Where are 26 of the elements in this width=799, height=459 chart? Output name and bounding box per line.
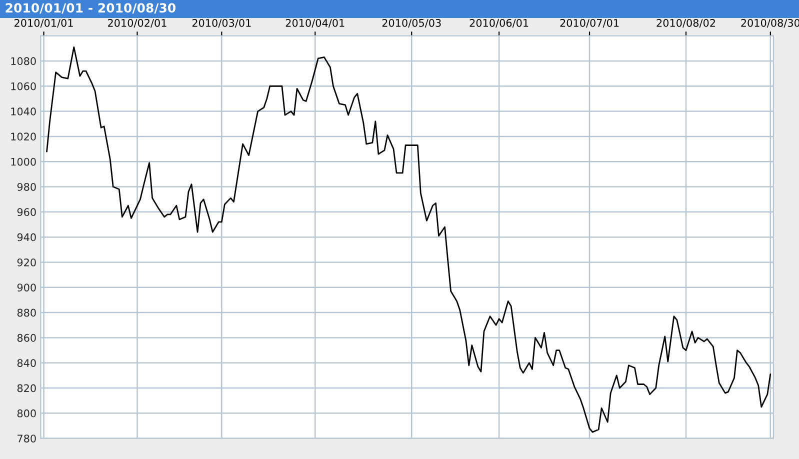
x-tick-label: 2010/03/01 [192, 18, 251, 28]
y-tick-label: 1020 [11, 132, 36, 141]
x-tick-label: 2010/01/01 [14, 18, 73, 28]
y-tick-label: 820 [17, 384, 36, 392]
y-tick-label: 900 [17, 284, 36, 292]
line-series [46, 46, 772, 433]
x-tick-label: 2010/06/01 [470, 18, 528, 28]
x-tick-label: 2010/04/01 [286, 18, 344, 28]
x-tick-label: 2010/02/01 [108, 18, 166, 28]
y-tick-label: 980 [17, 182, 36, 191]
x-tick-label: 2010/05/03 [382, 18, 441, 28]
x-tick-label: 2010/08/02 [656, 18, 715, 28]
y-tick-label: 840 [17, 359, 36, 367]
y-tick-label: 920 [17, 258, 36, 266]
y-tick-label: 780 [18, 434, 36, 442]
y-tick-label: 860 [17, 334, 36, 342]
y-tick-label: 1040 [11, 108, 36, 116]
x-tick-label: 2010/07/01 [560, 18, 619, 28]
y-tick-label: 1000 [11, 158, 36, 166]
y-tick-label: 960 [17, 208, 36, 216]
y-tick-label: 1080 [11, 57, 36, 66]
y-tick-label: 940 [17, 233, 36, 242]
y-tick-label: 800 [17, 409, 36, 418]
y-tick-label: 880 [17, 308, 36, 317]
y-tick-label: 1060 [11, 82, 36, 90]
chart-title: 2010/01/01 - 2010/08/30 [6, 3, 176, 14]
